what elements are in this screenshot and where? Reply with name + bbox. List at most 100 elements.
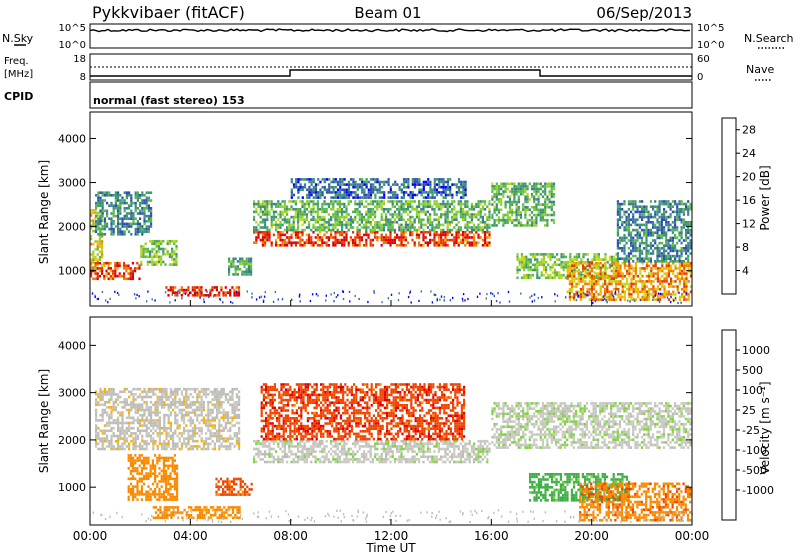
power-cell-band-0 <box>94 211 97 215</box>
power-cell-band-3 <box>155 250 158 253</box>
power-cell-band-5 <box>234 267 237 271</box>
vel-cell-band-0 <box>139 442 142 446</box>
power-cell-band-11 <box>628 269 631 273</box>
power-cell-band-11 <box>685 272 688 275</box>
power-cell-band-7 <box>374 200 377 203</box>
power-cell-band-11 <box>639 290 642 294</box>
power-cell-band-2 <box>123 264 126 268</box>
power-cell-band-5 <box>250 273 253 276</box>
power-cell-band-11 <box>645 290 648 294</box>
power-cell-band-1 <box>132 220 135 223</box>
power-cell-band-12 <box>680 210 683 214</box>
vel-cell-band-0 <box>169 426 172 430</box>
power-cell-band-9 <box>528 182 531 186</box>
power-cell-band-8 <box>323 188 326 192</box>
vel-cell-band-0 <box>194 439 197 443</box>
power-cell-band-11 <box>582 287 585 291</box>
power-cell-band-11 <box>610 280 613 283</box>
power-cell-band-8 <box>301 196 304 199</box>
power-cell-band-9 <box>539 185 542 188</box>
power-cell-band-7 <box>389 226 392 229</box>
power-cell-band-9 <box>524 190 527 193</box>
power-cell-band-1 <box>101 233 104 236</box>
power-cell-band-7 <box>426 205 429 208</box>
power-cell-band-12 <box>623 260 626 263</box>
power-cell-band-6 <box>341 233 344 237</box>
power-cell-band-1 <box>125 225 128 228</box>
power-cell-band-7 <box>349 221 352 224</box>
power-cell-band-4 <box>233 291 236 294</box>
power-cell-band-8 <box>444 185 447 189</box>
vel-cell-band-0 <box>169 437 172 440</box>
power-cell-band-12 <box>619 236 622 240</box>
power-cell-band-9 <box>533 198 536 201</box>
power-cell-band-7 <box>354 215 357 219</box>
power-cell-band-7 <box>431 208 434 211</box>
power-cell-band-11 <box>593 277 596 281</box>
vel-cell-band-0 <box>112 390 115 394</box>
power-cell-band-1 <box>134 227 137 231</box>
power-cell-band-6 <box>424 236 427 239</box>
power-cell-band-1 <box>117 220 120 223</box>
power-cell-band-6 <box>347 244 350 247</box>
power-cell-band-12 <box>645 228 648 232</box>
power-cell-band-3 <box>140 250 143 253</box>
power-cell-band-6 <box>488 236 491 239</box>
power-cell-band-12 <box>645 205 648 208</box>
power-cell-band-1 <box>103 217 106 220</box>
vel-cell-band-0 <box>95 437 98 440</box>
power-cell-band-6 <box>398 238 401 242</box>
power-ytick-label: 4000 <box>58 132 86 145</box>
power-cell-band-10 <box>558 271 561 274</box>
power-cell-band-9 <box>497 200 501 204</box>
power-cell-band-12 <box>660 213 663 216</box>
power-cell-band-7 <box>268 228 271 232</box>
power-cell-band-12 <box>674 226 677 229</box>
power-cell-band-12 <box>621 221 624 224</box>
power-cell-band-2 <box>94 277 97 281</box>
power-cell-band-10 <box>531 273 534 277</box>
power-cell-band-4 <box>237 294 241 297</box>
power-scatter-cell <box>533 299 536 302</box>
vel-cell-band-0 <box>196 413 199 417</box>
power-scatter-cell <box>96 297 98 301</box>
power-cell-band-8 <box>446 193 450 197</box>
power-cell-band-8 <box>402 183 406 186</box>
power-cell-band-8 <box>409 191 412 194</box>
power-cell-band-12 <box>638 210 641 214</box>
power-cell-band-12 <box>667 221 670 224</box>
power-cell-band-7 <box>336 221 339 224</box>
power-cell-band-12 <box>687 241 690 245</box>
power-scatter-cell <box>434 293 437 297</box>
power-scatter-cell <box>390 293 393 296</box>
power-cell-band-10 <box>538 260 541 264</box>
power-cell-band-7 <box>479 221 482 224</box>
power-cell-band-11 <box>687 267 690 270</box>
vel-cell-band-0 <box>187 442 190 446</box>
power-cell-band-6 <box>402 236 405 239</box>
power-cell-band-1 <box>136 191 139 194</box>
power-cell-band-12 <box>627 247 630 250</box>
power-cell-band-12 <box>678 249 681 253</box>
power-cell-band-12 <box>616 247 619 250</box>
vel-cell-band-0 <box>205 413 208 417</box>
vel-cell-band-0 <box>200 429 203 433</box>
power-cell-band-9 <box>497 198 501 201</box>
vel-cell-band-0 <box>158 419 161 422</box>
power-cell-band-10 <box>604 266 607 269</box>
power-cell-band-11 <box>637 274 640 278</box>
power-cell-band-11 <box>573 261 576 265</box>
vel-cell-band-0 <box>191 426 194 430</box>
power-cell-band-8 <box>422 191 425 194</box>
vel-cell-band-0 <box>154 393 157 396</box>
power-cell-band-7 <box>290 226 293 229</box>
power-cell-band-8 <box>464 191 467 194</box>
power-cell-band-10 <box>595 276 598 280</box>
power-cell-band-11 <box>659 267 662 270</box>
power-cell-band-12 <box>630 252 633 255</box>
power-cell-band-8 <box>442 191 445 194</box>
power-cell-band-4 <box>180 294 183 297</box>
vel-cell-band-0 <box>209 421 212 425</box>
power-cell-band-7 <box>255 226 258 229</box>
power-cell-band-6 <box>380 236 383 239</box>
